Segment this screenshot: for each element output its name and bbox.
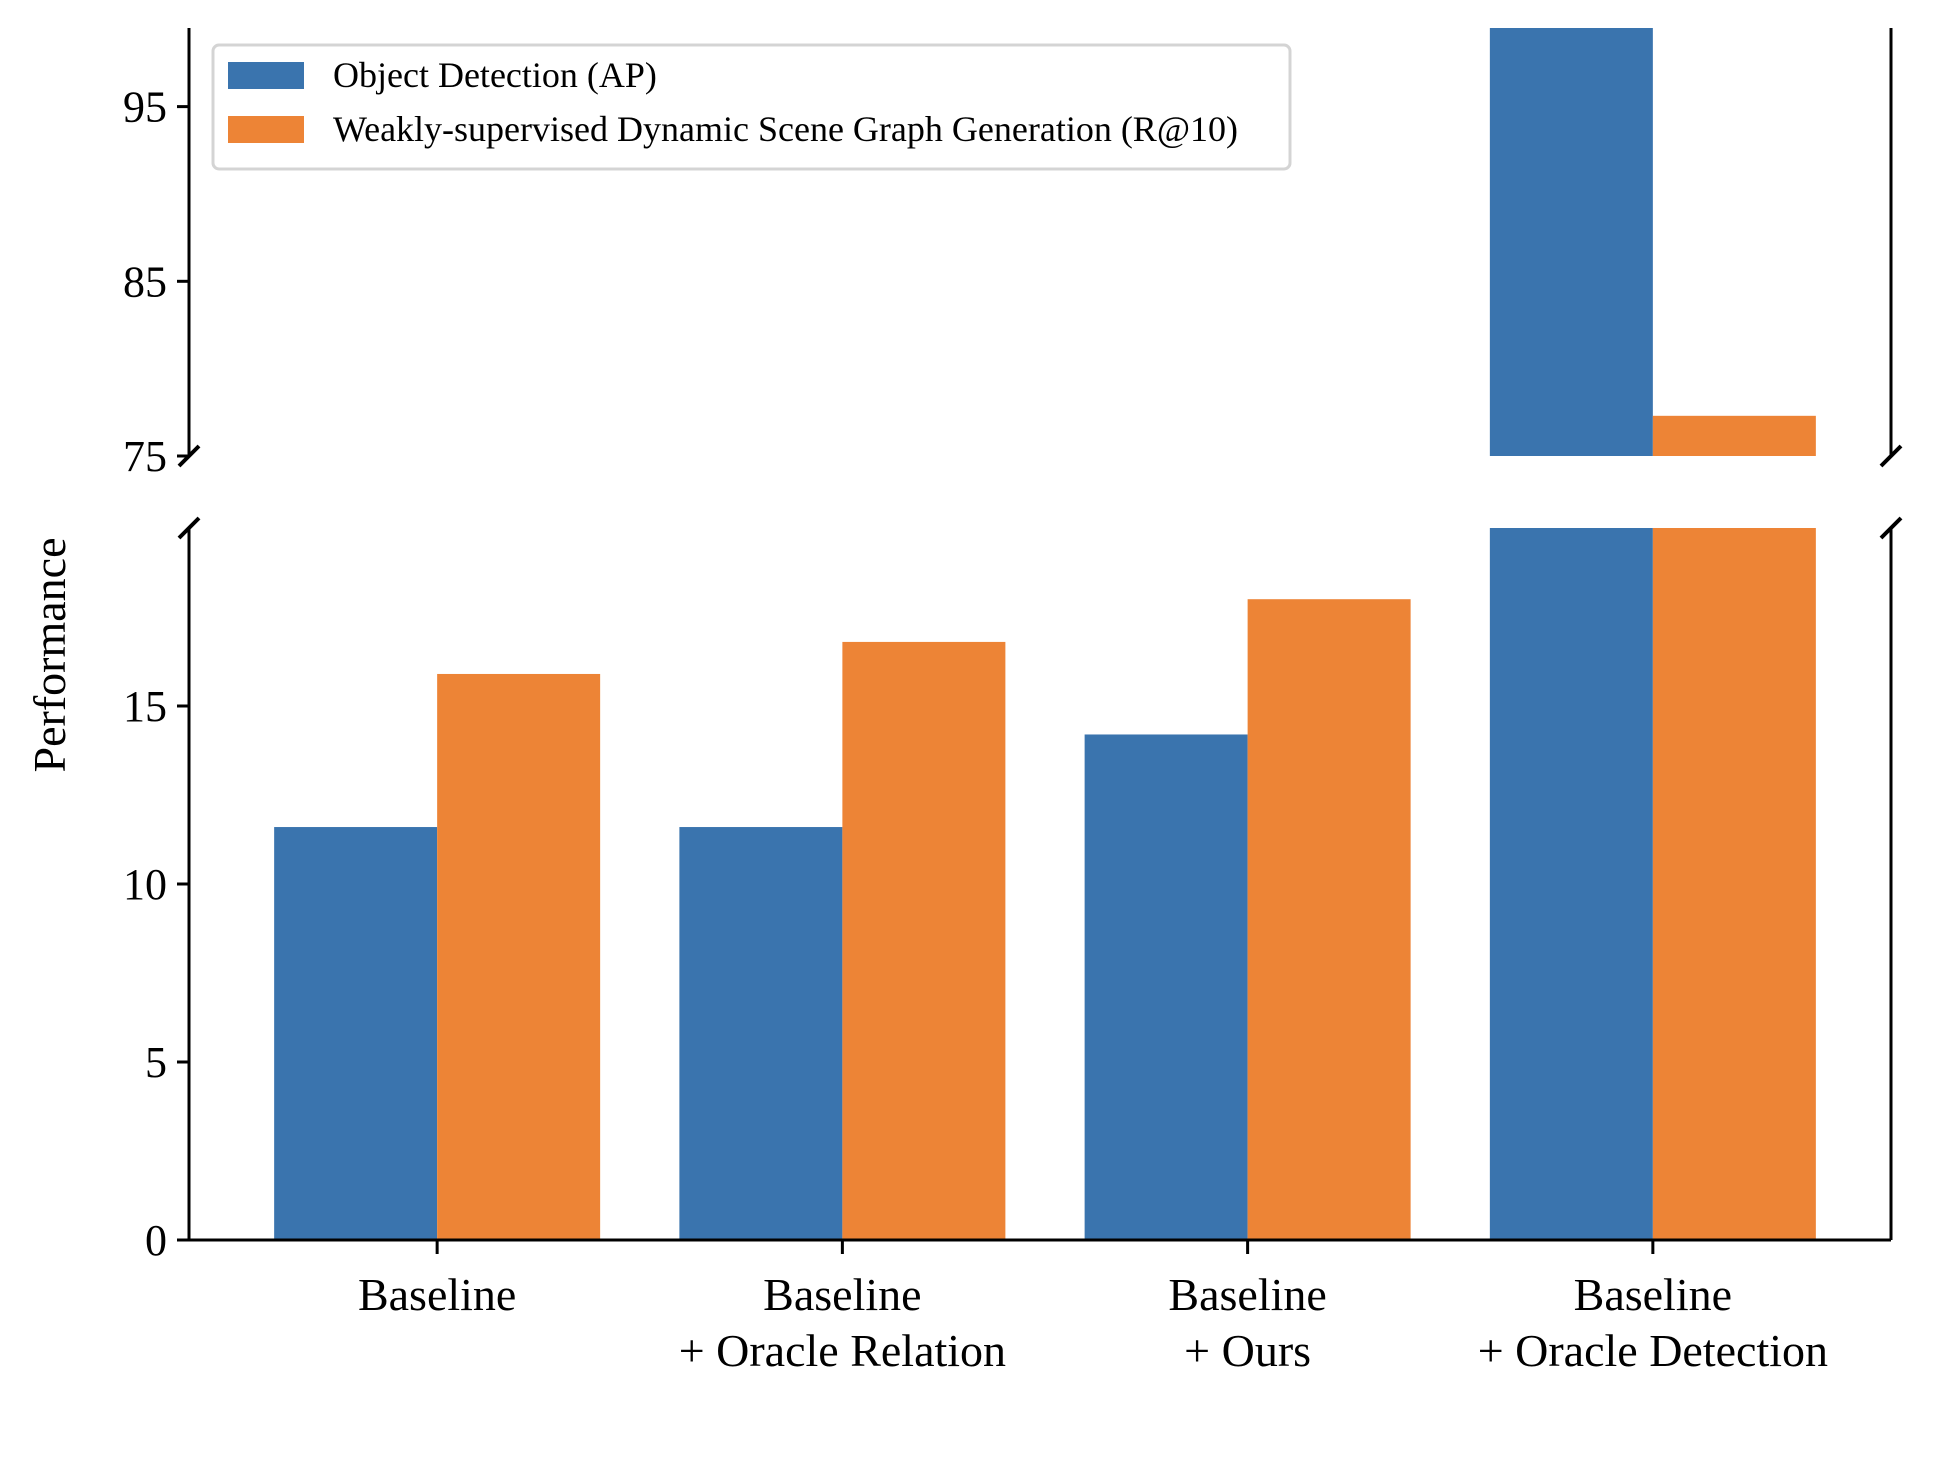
legend-swatch-1 <box>228 116 304 143</box>
y-tick-label-lower-0: 0 <box>145 1216 167 1265</box>
x-tick-label-0: Baseline <box>358 1269 516 1320</box>
bar-lower-1-2 <box>1247 599 1411 1240</box>
x-tick-label-3: Baseline + Oracle Detection <box>1478 1269 1828 1376</box>
y-tick-label-upper-1: 85 <box>123 257 167 306</box>
axis-break-mark-3 <box>1879 516 1903 540</box>
legend: Object Detection (AP) Weakly-supervised D… <box>211 43 1292 171</box>
plot-area: 0 5 10 15 75 85 95 Baseline Baseline + Oracle Rel… <box>123 28 1903 1376</box>
y-tick-label-lower-3: 15 <box>123 682 167 731</box>
y-tick-label-lower-2: 10 <box>123 860 167 909</box>
axis-break-mark-1 <box>1879 444 1903 468</box>
bar-lower-0-0 <box>274 827 438 1240</box>
bar-upper-0-3 <box>1489 28 1653 456</box>
axis-break-mark-2 <box>177 516 201 540</box>
legend-label-1: Weakly-supervised Dynamic Scene Graph Ge… <box>333 109 1238 149</box>
x-tick-label-2: Baseline + Ours <box>1168 1269 1326 1376</box>
y-tick-label-lower-1: 5 <box>145 1038 167 1087</box>
bar-lower-1-3 <box>1652 528 1816 1240</box>
y-tick-label-upper-2: 95 <box>123 83 167 132</box>
y-axis-label: Performance <box>24 538 75 773</box>
y-tick-label-upper-0: 75 <box>123 432 167 481</box>
legend-swatch-0 <box>228 62 304 89</box>
legend-label-0: Object Detection (AP) <box>333 55 657 95</box>
bar-upper-1-3 <box>1652 415 1816 456</box>
bar-lower-0-3 <box>1489 528 1653 1240</box>
bar-lower-1-0 <box>437 673 601 1240</box>
bar-lower-0-2 <box>1084 734 1248 1240</box>
bar-lower-1-1 <box>842 641 1006 1240</box>
legend-box <box>211 43 1292 171</box>
bar-lower-0-1 <box>679 827 843 1240</box>
x-tick-label-1: Baseline + Oracle Relation <box>679 1269 1006 1376</box>
